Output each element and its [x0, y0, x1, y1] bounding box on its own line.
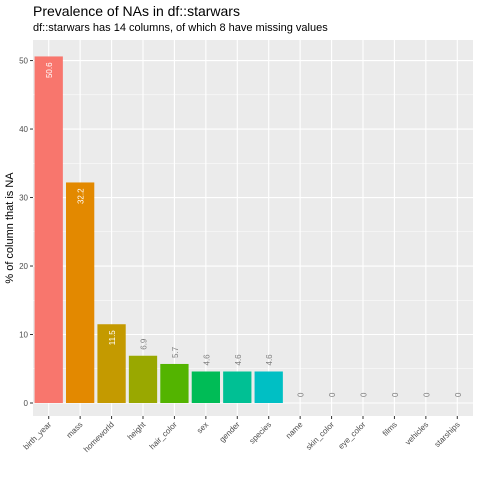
bar-value-label: 0	[297, 392, 306, 397]
bar-value-label: 4.6	[202, 354, 211, 366]
chart-subtitle: df::starwars has 14 columns, of which 8 …	[33, 22, 328, 34]
x-tick-label: sex	[195, 420, 210, 435]
bar-value-label: 5.7	[171, 346, 180, 358]
bar-value-label: 11.5	[108, 330, 117, 346]
bar-hair_color	[160, 363, 189, 403]
bar-homeworld	[97, 324, 126, 403]
bar-value-label: 0	[360, 392, 369, 397]
y-tick-label: 40	[19, 125, 28, 134]
x-tick-label: vehicles	[403, 420, 430, 447]
bar-value-label: 6.9	[140, 338, 149, 350]
bar-value-label: 32.2	[77, 188, 86, 204]
y-tick-label: 0	[24, 399, 29, 408]
bar-value-label: 50.6	[45, 62, 54, 78]
bar-value-label: 0	[328, 392, 337, 397]
x-tick-label: name	[284, 420, 305, 441]
bar-value-label: 4.6	[234, 354, 243, 366]
chart-title: Prevalence of NAs in df::starwars	[33, 3, 240, 19]
x-tick-label: hair_color	[148, 420, 179, 451]
bar-value-label: 0	[391, 392, 400, 397]
bar-value-label: 4.6	[265, 354, 274, 366]
x-tick-label: height	[126, 420, 148, 442]
bar-gender	[223, 371, 252, 403]
bar-species	[254, 371, 283, 403]
x-tick-label: homeworld	[82, 420, 116, 454]
y-axis-label: % of column that is NA	[4, 172, 16, 284]
y-tick-label: 50	[19, 57, 28, 66]
bar-value-label: 0	[422, 392, 431, 397]
y-tick-label: 10	[19, 331, 28, 340]
y-tick-label: 30	[19, 194, 28, 203]
bar-birth_year	[34, 56, 63, 403]
x-tick-label: eye_color	[337, 420, 368, 451]
x-tick-label: films	[381, 420, 399, 438]
x-tick-label: starships	[433, 420, 462, 449]
x-tick-label: birth_year	[22, 420, 54, 452]
x-tick-label: skin_color	[304, 420, 336, 452]
bar-height	[128, 355, 158, 403]
x-tick-label: gender	[218, 420, 242, 444]
x-tick-label: mass	[65, 420, 85, 440]
bar-mass	[66, 182, 95, 403]
y-tick-label: 20	[19, 262, 28, 271]
x-tick-label: species	[248, 420, 274, 446]
bar-sex	[191, 371, 220, 403]
bar-value-label: 0	[454, 392, 463, 397]
